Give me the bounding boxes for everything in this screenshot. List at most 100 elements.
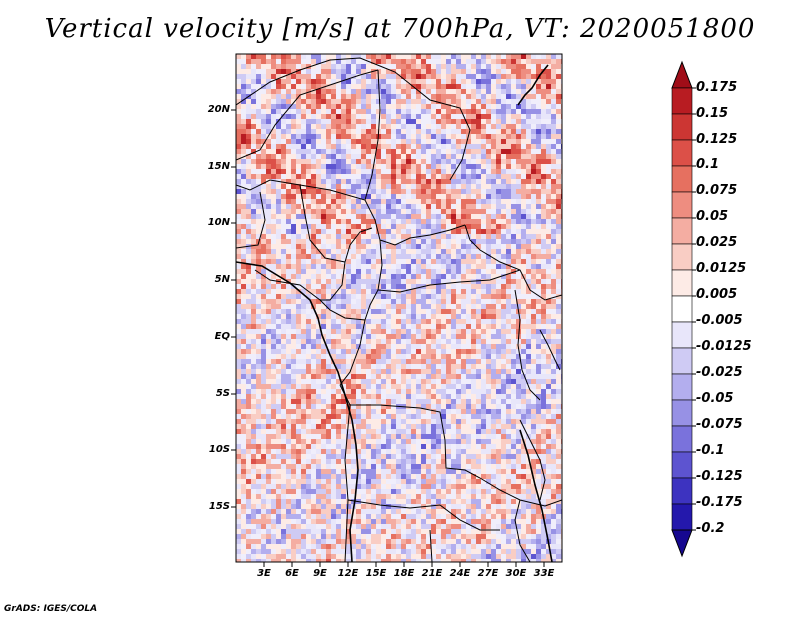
field-cell	[281, 289, 286, 294]
field-cell	[466, 209, 471, 214]
field-cell	[261, 444, 266, 449]
field-cell	[291, 449, 296, 454]
field-cell	[471, 414, 476, 419]
field-cell	[276, 124, 281, 129]
field-cell	[501, 304, 506, 309]
field-cell	[456, 194, 461, 199]
field-cell	[516, 219, 521, 224]
field-cell	[301, 484, 306, 489]
field-cell	[306, 329, 311, 334]
field-cell	[271, 209, 276, 214]
field-cell	[536, 284, 541, 289]
field-cell	[276, 339, 281, 344]
field-cell	[336, 324, 341, 329]
field-cell	[456, 189, 461, 194]
field-cell	[371, 209, 376, 214]
field-cell	[266, 249, 271, 254]
field-cell	[336, 464, 341, 469]
field-cell	[286, 469, 291, 474]
field-cell	[531, 239, 536, 244]
field-cell	[236, 364, 241, 369]
field-cell	[361, 89, 366, 94]
field-cell	[521, 209, 526, 214]
field-cell	[401, 274, 406, 279]
field-cell	[286, 194, 291, 199]
field-cell	[341, 64, 346, 69]
field-cell	[516, 144, 521, 149]
field-cell	[556, 464, 561, 469]
field-cell	[326, 169, 331, 174]
field-cell	[551, 299, 556, 304]
field-cell	[241, 194, 246, 199]
field-cell	[281, 324, 286, 329]
field-cell	[351, 484, 356, 489]
field-cell	[446, 229, 451, 234]
field-cell	[251, 339, 256, 344]
field-cell	[336, 394, 341, 399]
field-cell	[521, 149, 526, 154]
field-cell	[506, 449, 511, 454]
field-cell	[281, 164, 286, 169]
field-cell	[451, 279, 456, 284]
field-cell	[526, 74, 531, 79]
field-cell	[351, 399, 356, 404]
field-cell	[506, 94, 511, 99]
field-cell	[351, 119, 356, 124]
field-cell	[266, 209, 271, 214]
field-cell	[526, 319, 531, 324]
field-cell	[396, 409, 401, 414]
field-cell	[436, 69, 441, 74]
field-cell	[261, 294, 266, 299]
field-cell	[281, 479, 286, 484]
field-cell	[536, 219, 541, 224]
field-cell	[401, 159, 406, 164]
field-cell	[486, 389, 491, 394]
field-cell	[411, 404, 416, 409]
field-cell	[241, 149, 246, 154]
field-cell	[531, 119, 536, 124]
field-cell	[341, 394, 346, 399]
field-cell	[321, 364, 326, 369]
field-cell	[391, 339, 396, 344]
field-cell	[236, 194, 241, 199]
field-cell	[536, 269, 541, 274]
field-cell	[516, 424, 521, 429]
field-cell	[321, 109, 326, 114]
field-cell	[356, 419, 361, 424]
field-cell	[246, 369, 251, 374]
field-cell	[371, 169, 376, 174]
field-cell	[531, 434, 536, 439]
field-cell	[271, 364, 276, 369]
field-cell	[386, 184, 391, 189]
field-cell	[441, 214, 446, 219]
field-cell	[481, 474, 486, 479]
field-cell	[396, 229, 401, 234]
field-cell	[461, 329, 466, 334]
field-cell	[256, 464, 261, 469]
field-cell	[466, 114, 471, 119]
field-cell	[471, 334, 476, 339]
field-cell	[426, 324, 431, 329]
field-cell	[546, 54, 551, 59]
field-cell	[481, 89, 486, 94]
field-cell	[341, 309, 346, 314]
field-cell	[521, 159, 526, 164]
field-cell	[261, 184, 266, 189]
field-cell	[371, 474, 376, 479]
field-cell	[466, 474, 471, 479]
field-cell	[306, 439, 311, 444]
field-cell	[296, 274, 301, 279]
field-cell	[416, 114, 421, 119]
field-cell	[446, 359, 451, 364]
field-cell	[416, 469, 421, 474]
field-cell	[441, 134, 446, 139]
field-cell	[421, 364, 426, 369]
field-cell	[481, 409, 486, 414]
field-cell	[311, 244, 316, 249]
field-cell	[306, 179, 311, 184]
field-cell	[531, 224, 536, 229]
field-cell	[411, 114, 416, 119]
field-cell	[311, 334, 316, 339]
field-cell	[291, 479, 296, 484]
field-cell	[516, 284, 521, 289]
